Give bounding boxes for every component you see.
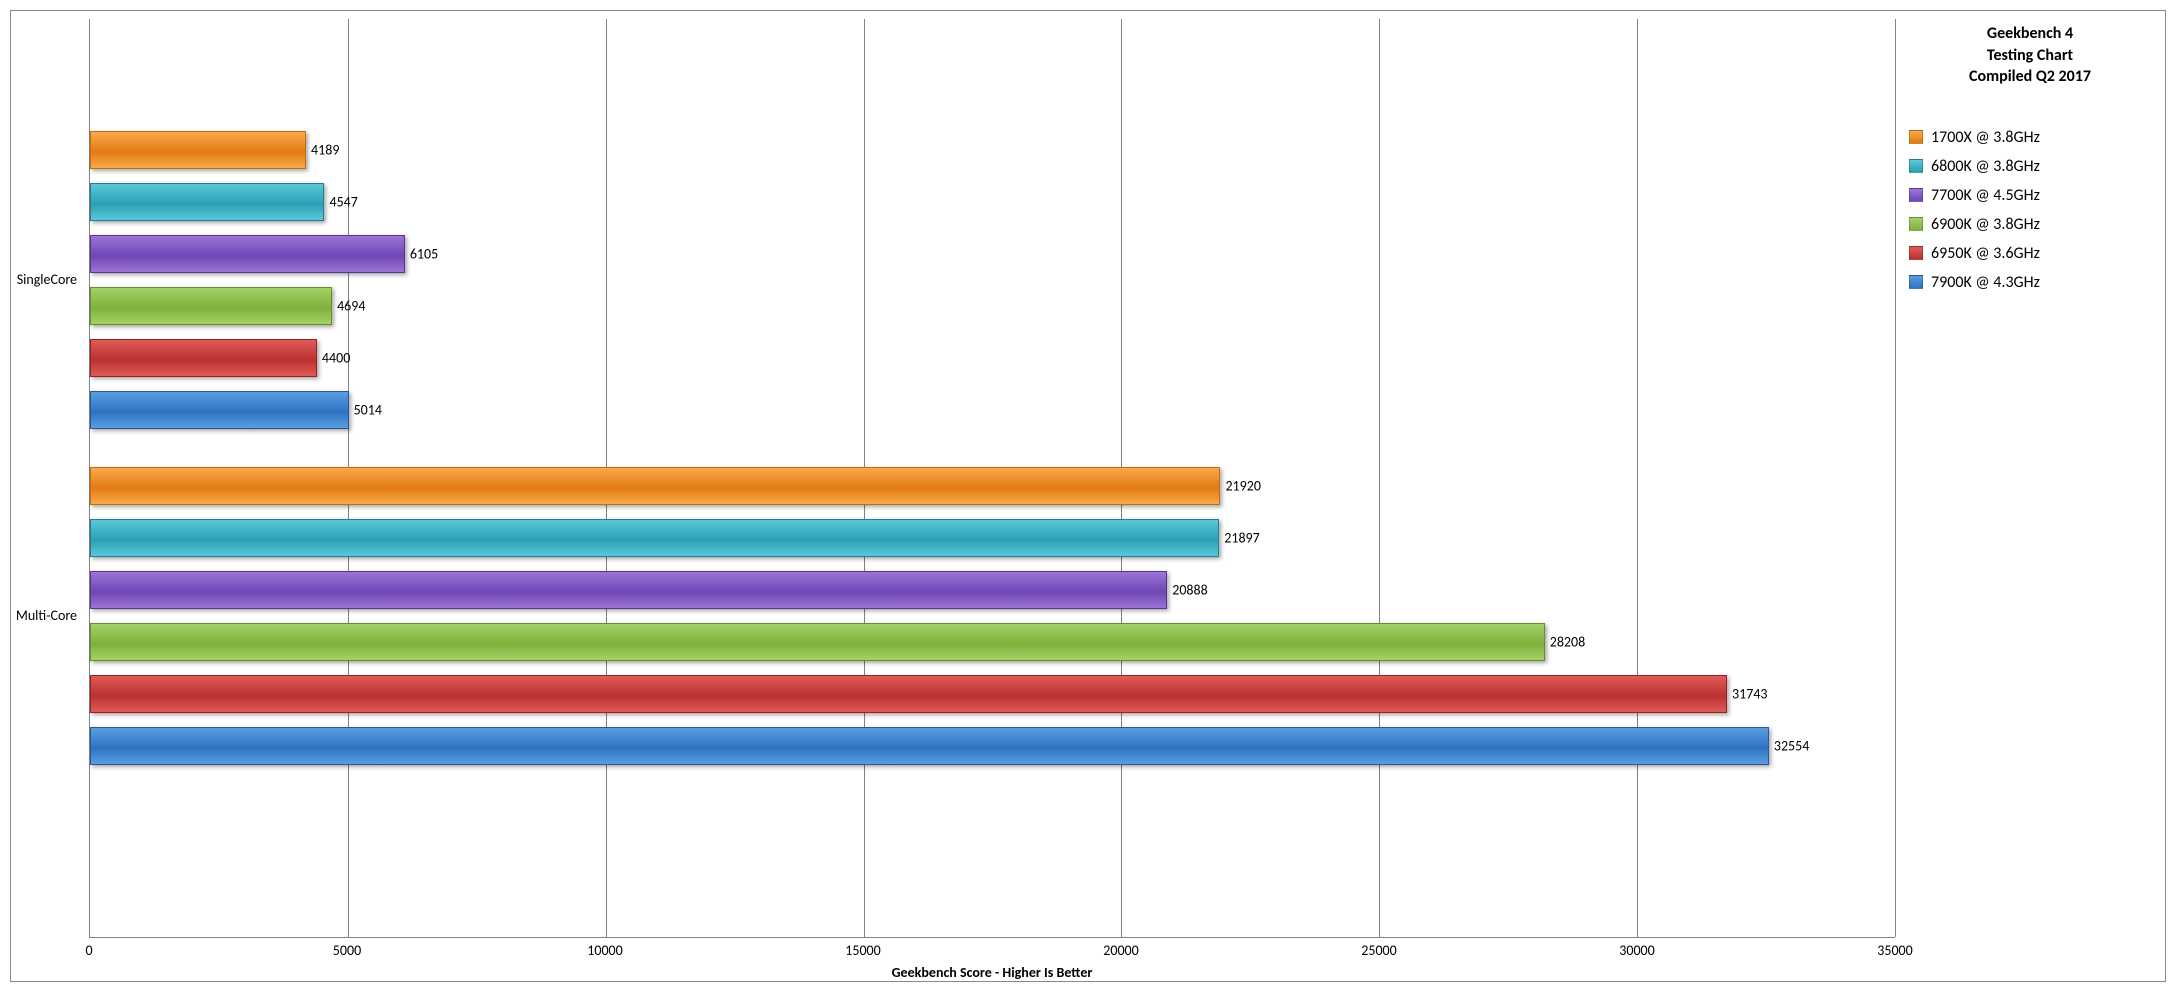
legend-swatch [1909, 275, 1923, 289]
bar-row: 31743 [90, 675, 1895, 713]
bar: 21920 [90, 467, 1220, 505]
x-tick-label: 15000 [845, 942, 880, 959]
gridline [1895, 19, 1896, 937]
bar: 4400 [90, 339, 317, 377]
legend-label: 6950K @ 3.6GHz [1931, 244, 2040, 263]
data-label: 21920 [1225, 478, 1260, 495]
bar-row: 32554 [90, 727, 1895, 765]
legend-title: Geekbench 4 Testing Chart Compiled Q2 2017 [1909, 23, 2151, 88]
plot-row: SingleCoreMulti-Core 4189454761054694440… [11, 11, 1895, 938]
bar: 4189 [90, 131, 306, 169]
x-tick-label: 35000 [1877, 942, 1912, 959]
bar-group: 4189 4547 6105 4694 4400 5014 [90, 131, 1895, 429]
bar: 28208 [90, 623, 1545, 661]
category-label-line: Multi- [16, 608, 51, 623]
legend-item: 6800K @ 3.8GHz [1909, 157, 2151, 176]
x-tick-label: 25000 [1361, 942, 1396, 959]
bar: 4547 [90, 183, 324, 221]
bar-row: 6105 [90, 235, 1895, 273]
bar: 20888 [90, 571, 1167, 609]
category-label-line: Core [50, 272, 77, 287]
category-label-line: Single [17, 272, 51, 287]
bar-row: 4694 [90, 287, 1895, 325]
legend-swatch [1909, 159, 1923, 173]
legend-item: 7900K @ 4.3GHz [1909, 273, 2151, 292]
legend-swatch [1909, 217, 1923, 231]
x-tick-label: 0 [85, 942, 92, 959]
bar: 21897 [90, 519, 1219, 557]
y-axis-labels: SingleCoreMulti-Core [11, 11, 89, 938]
x-axis: 05000100001500020000250003000035000 [89, 938, 1895, 962]
bar-row: 20888 [90, 571, 1895, 609]
x-axis-ticks: 05000100001500020000250003000035000 [89, 938, 1895, 962]
bar-row: 21897 [90, 519, 1895, 557]
legend-item: 6950K @ 3.6GHz [1909, 244, 2151, 263]
plot-area: 4189454761054694440050142192021897208882… [89, 19, 1895, 938]
x-tick-label: 10000 [587, 942, 622, 959]
bar-row: 28208 [90, 623, 1895, 661]
bar-row: 4400 [90, 339, 1895, 377]
plot-column: SingleCoreMulti-Core 4189454761054694440… [11, 11, 1895, 981]
legend-swatch [1909, 246, 1923, 260]
legend-item: 7700K @ 4.5GHz [1909, 186, 2151, 205]
legend-title-line: Testing Chart [1987, 46, 2073, 65]
bar-row: 4189 [90, 131, 1895, 169]
legend-title-line: Compiled Q2 2017 [1969, 67, 2091, 86]
x-axis-title: Geekbench Score - Higher Is Better [89, 964, 1895, 981]
category-label: SingleCore [11, 131, 83, 429]
legend-item: 1700X @ 3.8GHz [1909, 128, 2151, 147]
legend: Geekbench 4 Testing Chart Compiled Q2 2017… [1895, 11, 2165, 981]
bar: 4694 [90, 287, 332, 325]
bar-row: 21920 [90, 467, 1895, 505]
legend-swatch [1909, 130, 1923, 144]
data-label: 4400 [322, 350, 350, 367]
data-label: 21897 [1224, 530, 1259, 547]
bar: 5014 [90, 391, 349, 429]
bar-group: 21920 21897 20888 28208 31743 32554 [90, 467, 1895, 765]
bar: 31743 [90, 675, 1727, 713]
bar: 6105 [90, 235, 405, 273]
legend-label: 7900K @ 4.3GHz [1931, 273, 2040, 292]
data-label: 4189 [311, 142, 339, 159]
x-tick-label: 30000 [1619, 942, 1654, 959]
data-label: 28208 [1550, 634, 1585, 651]
legend-label: 1700X @ 3.8GHz [1931, 128, 2040, 147]
data-label: 31743 [1732, 686, 1767, 703]
legend-title-line: Geekbench 4 [1987, 24, 2073, 43]
legend-item: 6900K @ 3.8GHz [1909, 215, 2151, 234]
legend-swatch [1909, 188, 1923, 202]
legend-label: 6900K @ 3.8GHz [1931, 215, 2040, 234]
data-label: 6105 [410, 246, 438, 263]
x-tick-label: 20000 [1103, 942, 1138, 959]
data-label: 32554 [1774, 738, 1809, 755]
bar-row: 4547 [90, 183, 1895, 221]
legend-label: 6800K @ 3.8GHz [1931, 157, 2040, 176]
data-label: 5014 [354, 402, 382, 419]
category-label-line: Core [50, 608, 77, 623]
data-label: 4694 [337, 298, 365, 315]
bar-row: 5014 [90, 391, 1895, 429]
data-label: 4547 [329, 194, 357, 211]
legend-label: 7700K @ 4.5GHz [1931, 186, 2040, 205]
category-label: Multi-Core [11, 467, 83, 765]
data-label: 20888 [1172, 582, 1207, 599]
bar: 32554 [90, 727, 1769, 765]
x-tick-label: 5000 [333, 942, 361, 959]
chart-container: SingleCoreMulti-Core 4189454761054694440… [10, 10, 2166, 982]
